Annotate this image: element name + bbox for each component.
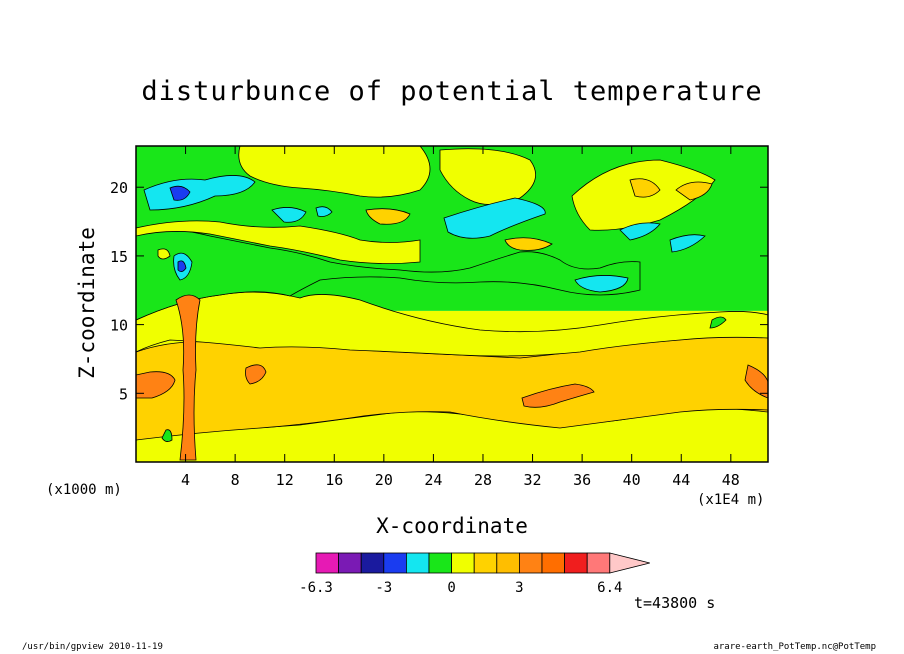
y-tick-label: 20: [110, 179, 128, 197]
orange-blob-4: [675, 181, 713, 201]
warm-patch-left: [136, 371, 176, 399]
upper-band-contour: [136, 227, 641, 321]
colorbar-swatch: [383, 552, 407, 574]
x-tick-label: 28: [474, 471, 492, 489]
plot-axes: [135, 145, 769, 463]
cyan-patch-4: [574, 275, 629, 293]
x-tick-label: 44: [672, 471, 690, 489]
y-tick-label: 15: [110, 248, 128, 266]
footer-program: /usr/bin/gpview 2010-11-19: [22, 642, 163, 652]
x-axis-label: X-coordinate: [376, 514, 528, 538]
cyan-patch-2: [271, 207, 307, 223]
colorbar-swatch: [405, 552, 430, 574]
colorbar-swatch: [496, 552, 520, 574]
footer-file: arare-earth_PotTemp.nc@PotTemp: [713, 642, 876, 652]
orange-blob-3: [629, 178, 661, 198]
x-tick-label: 8: [231, 471, 240, 489]
colorbar-swatch: [541, 552, 566, 574]
y-tick-label: 10: [110, 317, 128, 335]
contour-field: [136, 146, 768, 462]
x-tick-label: 36: [573, 471, 591, 489]
x-tick-label: 24: [424, 471, 442, 489]
cyan-patch: [143, 175, 256, 211]
warm-patch: [245, 364, 267, 385]
plot-frame: [135, 145, 769, 463]
x-tick-label: 12: [276, 471, 294, 489]
x-tick-label: 48: [722, 471, 740, 489]
cyan-patch-5: [619, 222, 661, 241]
cyan-patch-3: [315, 206, 333, 217]
x-tick-label: 40: [623, 471, 641, 489]
colorbar-label: 6.4: [597, 580, 622, 596]
colorbar: -6.3 -3 0 3 6.4: [299, 552, 650, 596]
y-tick-label: 5: [119, 385, 128, 403]
upper-yellow-contour: [136, 220, 421, 264]
green-dot-2: [709, 316, 727, 329]
warm-patch-right: [744, 364, 768, 399]
colorbar-swatch: [564, 552, 588, 574]
orange-blob: [365, 208, 411, 225]
x-unit-label: (x1000 m): [46, 482, 122, 498]
colorbar-label: -6.3: [299, 580, 333, 596]
cyan-patch-6: [669, 234, 706, 253]
x-scale-label: (x1E4 m): [697, 492, 765, 508]
colorbar-arrow: [609, 552, 650, 574]
top-yellow-patch: [238, 146, 431, 198]
colorbar-swatch: [451, 552, 475, 574]
x-tick-label: 32: [524, 471, 542, 489]
x-tick-label: 4: [181, 471, 190, 489]
convective-column: [175, 294, 201, 461]
blue-column-core: [177, 260, 187, 272]
yellow-dot: [157, 248, 171, 260]
green-dot: [161, 429, 173, 442]
colorbar-swatch: [586, 552, 611, 574]
colorbar-label: 3: [515, 580, 523, 596]
colorbar-swatch: [338, 552, 362, 574]
colorbar-swatch: [473, 552, 498, 574]
x-tick-label: 20: [375, 471, 393, 489]
colorbar-swatch: [519, 552, 543, 574]
blue-core: [169, 185, 191, 201]
orange-blob-2: [504, 237, 553, 251]
colorbar-swatch: [315, 552, 340, 574]
y-axis-label: Z-coordinate: [75, 227, 99, 379]
colorbar-swatch: [360, 552, 385, 574]
colorbar-label: -3: [375, 580, 392, 596]
time-annotation: t=43800 s: [634, 594, 716, 612]
x-tick-label: 16: [325, 471, 343, 489]
colorbar-swatch: [428, 552, 453, 574]
cyan-streak: [443, 197, 546, 239]
colorbar-label: 0: [447, 580, 455, 596]
chart-title: disturbunce of potential temperature: [141, 76, 763, 107]
top-yellow-patch-2: [439, 148, 537, 205]
warm-patch-mid: [521, 383, 595, 408]
